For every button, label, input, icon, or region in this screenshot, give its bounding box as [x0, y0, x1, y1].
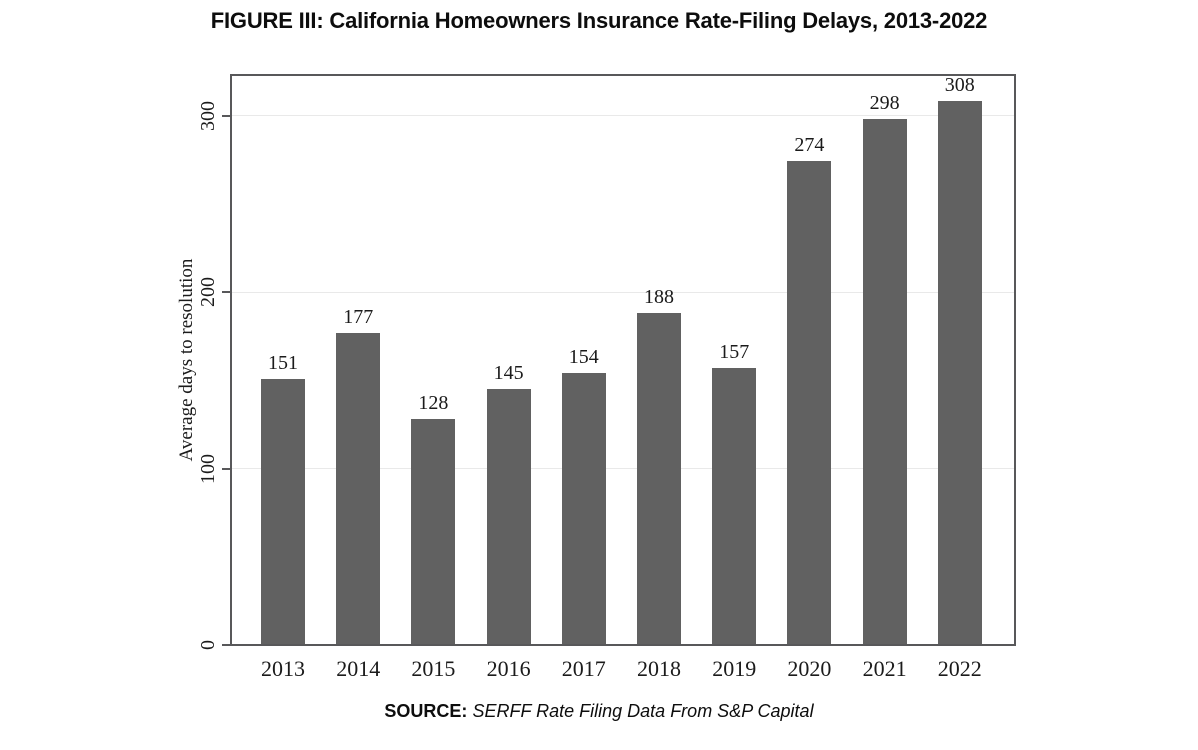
- y-tick-label-300: 300: [197, 100, 219, 131]
- source-note: SOURCE: SERFF Rate Filing Data From S&P …: [0, 701, 1198, 722]
- y-axis-tick-0: [222, 644, 231, 646]
- bar-2016: [486, 389, 531, 645]
- bar-value-label-2016: 145: [493, 362, 524, 385]
- x-tick-label-2017: 2017: [561, 656, 606, 681]
- plot-area-border: [230, 74, 1016, 646]
- bar-2021: [862, 119, 907, 645]
- y-axis-tick-300: [222, 114, 231, 117]
- y-tick-label-200: 200: [197, 277, 219, 308]
- x-tick-label-2016: 2016: [486, 656, 531, 681]
- y-axis-tick-100: [222, 467, 231, 470]
- grid-line-100: [231, 468, 1015, 470]
- x-tick-label-2019: 2019: [712, 656, 757, 681]
- bar-2019: [712, 367, 757, 645]
- bar-value-label-2017: 154: [568, 346, 599, 369]
- bar-value-label-2013: 151: [268, 351, 298, 374]
- y-tick-label-0: 0: [197, 640, 219, 650]
- x-tick-label-2015: 2015: [411, 656, 456, 681]
- bar-value-label-2018: 188: [644, 286, 674, 309]
- grid-line-300: [231, 115, 1015, 117]
- bar-value-label-2014: 177: [343, 305, 374, 328]
- bar-2015: [411, 419, 456, 645]
- source-label: SOURCE:: [384, 701, 468, 721]
- x-tick-label-2018: 2018: [637, 656, 681, 681]
- y-tick-label-100: 100: [197, 453, 219, 484]
- bar-2017: [561, 373, 606, 645]
- x-tick-label-2020: 2020: [787, 656, 832, 681]
- bar-2020: [787, 161, 832, 645]
- bar-value-label-2015: 128: [418, 392, 449, 415]
- bar-value-label-2019: 157: [719, 340, 750, 363]
- bar-value-label-2022: 308: [944, 74, 975, 97]
- bar-value-label-2021: 298: [869, 92, 900, 115]
- x-tick-label-2013: 2013: [261, 656, 305, 681]
- bar-2014: [336, 332, 381, 645]
- bar-2013: [261, 378, 305, 645]
- x-tick-label-2014: 2014: [336, 656, 381, 681]
- bar-2022: [937, 101, 982, 645]
- grid-line-200: [231, 291, 1015, 293]
- y-axis-tick-200: [222, 291, 231, 294]
- figure-title: FIGURE III: California Homeowners Insura…: [210, 8, 988, 33]
- x-tick-label-2022: 2022: [937, 656, 982, 681]
- bar-value-label-2020: 274: [794, 134, 825, 157]
- x-tick-label-2021: 2021: [862, 656, 907, 681]
- bar-2018: [637, 313, 681, 645]
- source-text: SERFF Rate Filing Data From S&P Capital: [472, 701, 814, 721]
